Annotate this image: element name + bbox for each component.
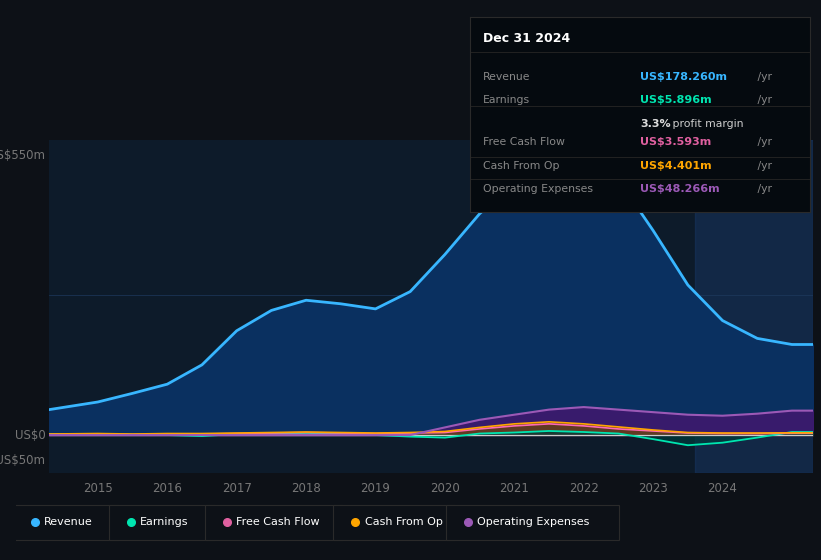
Text: Free Cash Flow: Free Cash Flow	[484, 138, 565, 147]
FancyBboxPatch shape	[204, 505, 342, 540]
Text: Cash From Op: Cash From Op	[365, 517, 443, 527]
Text: US$178.260m: US$178.260m	[640, 72, 727, 82]
Text: /yr: /yr	[754, 72, 772, 82]
Text: Earnings: Earnings	[140, 517, 189, 527]
Bar	[695, 140, 813, 473]
FancyBboxPatch shape	[108, 505, 215, 540]
FancyBboxPatch shape	[446, 505, 619, 540]
Text: Operating Expenses: Operating Expenses	[478, 517, 589, 527]
Text: Cash From Op: Cash From Op	[484, 161, 560, 171]
Text: US$0: US$0	[15, 428, 45, 441]
Text: US$48.266m: US$48.266m	[640, 184, 719, 194]
Text: Free Cash Flow: Free Cash Flow	[236, 517, 320, 527]
Text: 3.3%: 3.3%	[640, 119, 671, 129]
Text: /yr: /yr	[754, 184, 772, 194]
Text: Earnings: Earnings	[484, 95, 530, 105]
Text: Revenue: Revenue	[44, 517, 93, 527]
Text: Dec 31 2024: Dec 31 2024	[484, 32, 571, 45]
Text: -US$50m: -US$50m	[0, 454, 45, 467]
Text: /yr: /yr	[754, 95, 772, 105]
Text: Revenue: Revenue	[484, 72, 530, 82]
Text: US$550m: US$550m	[0, 149, 45, 162]
Text: US$4.401m: US$4.401m	[640, 161, 712, 171]
Text: /yr: /yr	[754, 161, 772, 171]
FancyBboxPatch shape	[333, 505, 456, 540]
Text: US$5.896m: US$5.896m	[640, 95, 712, 105]
FancyBboxPatch shape	[12, 505, 119, 540]
Text: /yr: /yr	[754, 138, 772, 147]
Text: US$3.593m: US$3.593m	[640, 138, 711, 147]
Text: Operating Expenses: Operating Expenses	[484, 184, 594, 194]
Text: profit margin: profit margin	[669, 119, 744, 129]
